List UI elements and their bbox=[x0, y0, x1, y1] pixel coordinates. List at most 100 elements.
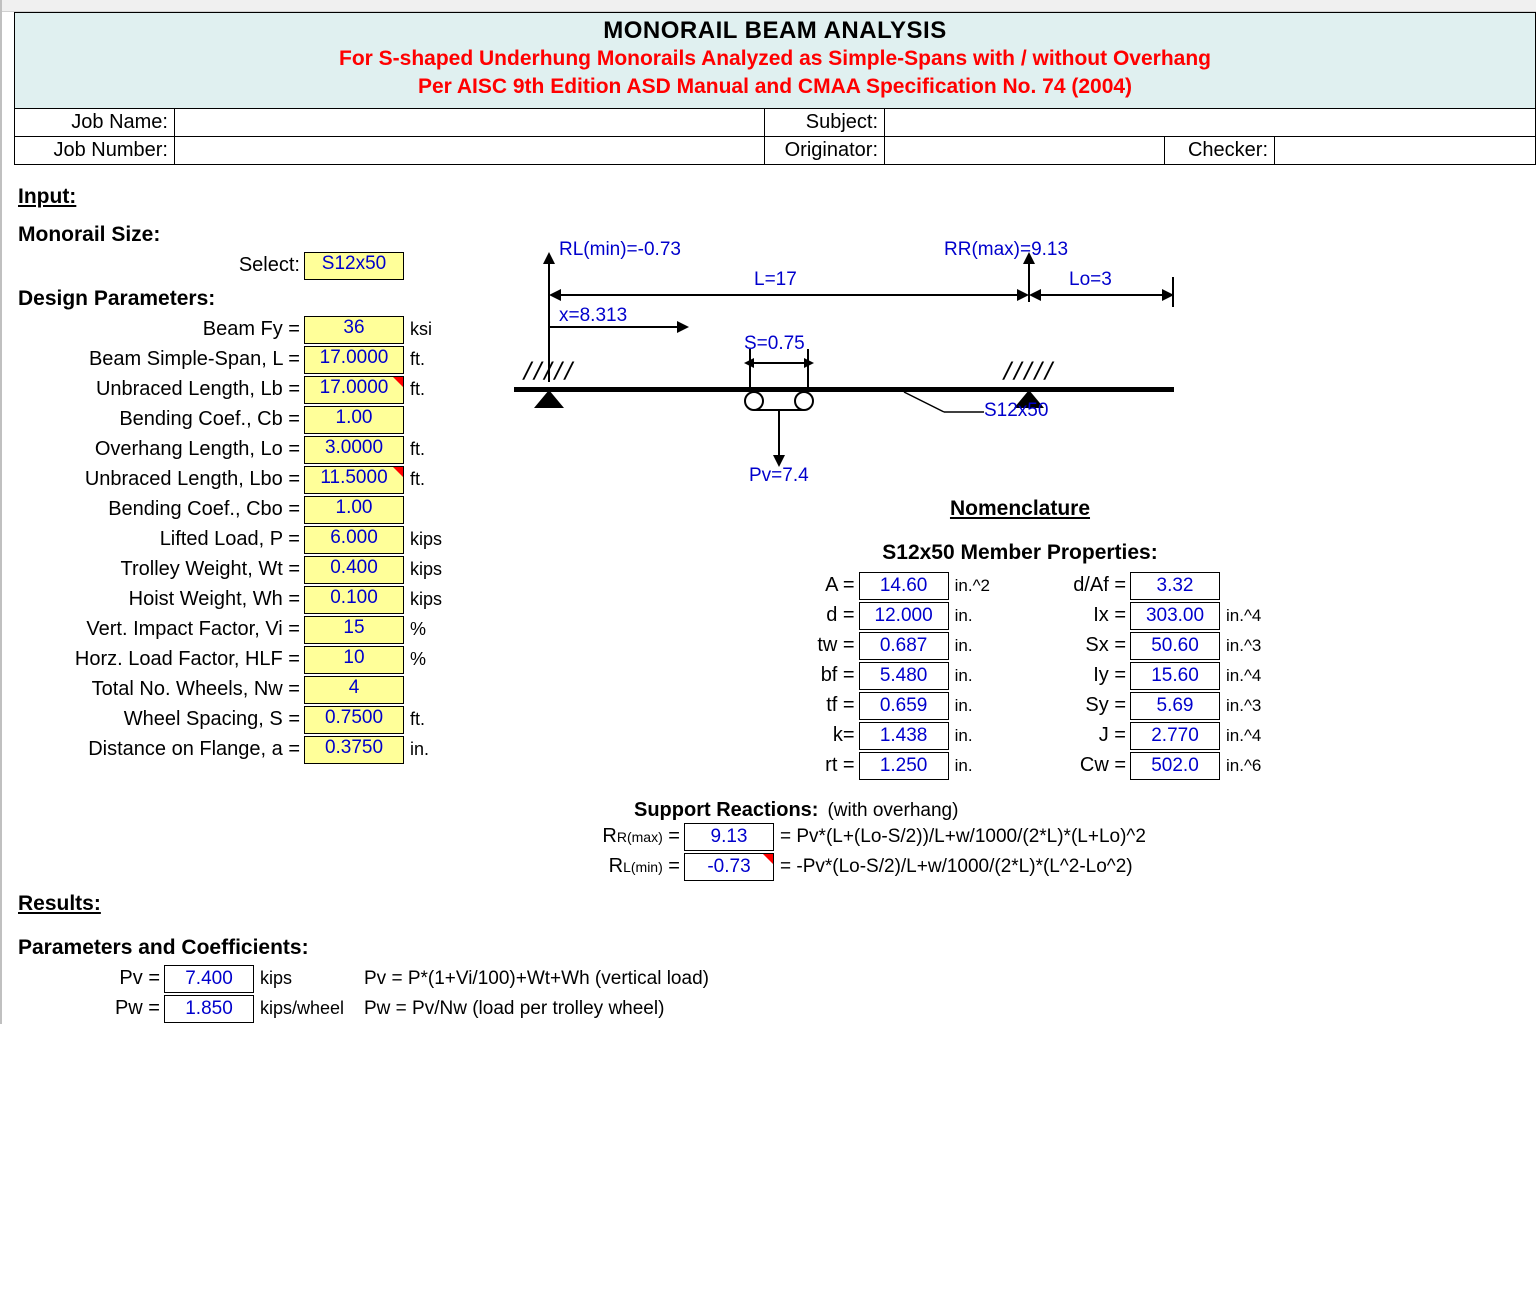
coef-row: Pv =7.400kipsPv = P*(1+Vi/100)+Wt+Wh (ve… bbox=[14, 964, 1536, 994]
param-input[interactable]: 0.400 bbox=[304, 556, 404, 584]
job-name-value[interactable] bbox=[175, 109, 765, 136]
param-unit: ft. bbox=[404, 469, 425, 490]
title-block: MONORAIL BEAM ANALYSIS For S-shaped Unde… bbox=[14, 12, 1536, 109]
coef-label: Pw = bbox=[14, 997, 164, 1020]
prop-unit: in.^4 bbox=[1220, 726, 1261, 746]
prop-value[interactable]: 5.69 bbox=[1130, 692, 1220, 720]
info-row-2: Job Number: Originator: Checker: bbox=[14, 137, 1536, 165]
param-unit: % bbox=[404, 649, 426, 670]
spreadsheet-ruler bbox=[2, 0, 1536, 12]
param-row: Distance on Flange, a =0.3750in. bbox=[14, 735, 494, 765]
prop-value[interactable]: 0.659 bbox=[859, 692, 949, 720]
param-input[interactable]: 17.0000 bbox=[304, 376, 404, 404]
param-input[interactable]: 1.00 bbox=[304, 406, 404, 434]
param-label: Unbraced Length, Lbo = bbox=[14, 468, 304, 491]
prop-value[interactable]: 502.0 bbox=[1130, 752, 1220, 780]
x-tick bbox=[548, 302, 550, 382]
param-input[interactable]: 0.3750 bbox=[304, 736, 404, 764]
prop-unit: in. bbox=[949, 756, 973, 776]
reaction-value[interactable]: -0.73 bbox=[684, 853, 774, 881]
param-label: Horz. Load Factor, HLF = bbox=[14, 648, 304, 671]
reaction-formula: = Pv*(L+(Lo-S/2))/L+w/1000/(2*L)*(L+Lo)^… bbox=[774, 826, 1146, 848]
param-input[interactable]: 10 bbox=[304, 646, 404, 674]
prop-value[interactable]: 15.60 bbox=[1130, 662, 1220, 690]
param-row: Bending Coef., Cb =1.00 bbox=[14, 405, 494, 435]
prop-unit: in. bbox=[949, 636, 973, 656]
param-label: Lifted Load, P = bbox=[14, 528, 304, 551]
diagram-x: x=8.313 bbox=[559, 305, 627, 327]
param-input[interactable]: 15 bbox=[304, 616, 404, 644]
param-row: Lifted Load, P =6.000kips bbox=[14, 525, 494, 555]
param-unit: kips bbox=[404, 559, 442, 580]
job-number-value[interactable] bbox=[175, 137, 765, 164]
coef-value[interactable]: 7.400 bbox=[164, 965, 254, 993]
prop-value[interactable]: 1.250 bbox=[859, 752, 949, 780]
diagram-rlmin: RL(min)=-0.73 bbox=[559, 239, 681, 261]
subject-value[interactable] bbox=[885, 109, 1535, 136]
title-sub2: Per AISC 9th Edition ASD Manual and CMAA… bbox=[15, 73, 1535, 101]
title-sub1: For S-shaped Underhung Monorails Analyze… bbox=[15, 45, 1535, 73]
param-row: Total No. Wheels, Nw =4 bbox=[14, 675, 494, 705]
prop-label: Cw = bbox=[1050, 754, 1130, 777]
diagram-l: L=17 bbox=[754, 269, 797, 291]
param-label: Hoist Weight, Wh = bbox=[14, 588, 304, 611]
originator-value[interactable] bbox=[885, 137, 1165, 164]
checker-label: Checker: bbox=[1165, 137, 1275, 164]
prop-unit: in.^3 bbox=[1220, 636, 1261, 656]
coef-unit: kips bbox=[254, 968, 364, 989]
member-props: A =14.60in.^2d =12.000in.tw =0.687in.bf … bbox=[504, 571, 1536, 781]
prop-value[interactable]: 0.687 bbox=[859, 632, 949, 660]
prop-value[interactable]: 303.00 bbox=[1130, 602, 1220, 630]
beam-line bbox=[514, 387, 1174, 392]
param-label: Distance on Flange, a = bbox=[14, 738, 304, 761]
prop-value[interactable]: 3.32 bbox=[1130, 572, 1220, 600]
param-row: Vert. Impact Factor, Vi =15% bbox=[14, 615, 494, 645]
prop-label: A = bbox=[779, 574, 859, 597]
originator-label: Originator: bbox=[765, 137, 885, 164]
coef-formula: Pv = P*(1+Vi/100)+Wt+Wh (vertical load) bbox=[364, 968, 709, 990]
checker-value[interactable] bbox=[1275, 137, 1535, 164]
prop-label: tw = bbox=[779, 634, 859, 657]
param-unit: kips bbox=[404, 589, 442, 610]
coef-value[interactable]: 1.850 bbox=[164, 995, 254, 1023]
param-input[interactable]: 0.100 bbox=[304, 586, 404, 614]
prop-value[interactable]: 5.480 bbox=[859, 662, 949, 690]
param-row: Beam Simple-Span, L =17.0000ft. bbox=[14, 345, 494, 375]
param-label: Beam Fy = bbox=[14, 318, 304, 341]
param-unit: % bbox=[404, 619, 426, 640]
select-monorail[interactable]: S12x50 bbox=[304, 252, 404, 280]
param-unit: ft. bbox=[404, 349, 425, 370]
param-unit: in. bbox=[404, 739, 429, 760]
lo-tick bbox=[1172, 277, 1174, 307]
reaction-value[interactable]: 9.13 bbox=[684, 823, 774, 851]
beam-diagram: ///// ///// bbox=[504, 237, 1204, 497]
reaction-label: RR(max) = bbox=[504, 825, 684, 848]
param-input[interactable]: 36 bbox=[304, 316, 404, 344]
param-input[interactable]: 4 bbox=[304, 676, 404, 704]
reaction-label: RL(min) = bbox=[504, 855, 684, 878]
param-input[interactable]: 11.5000 bbox=[304, 466, 404, 494]
prop-value[interactable]: 50.60 bbox=[1130, 632, 1220, 660]
prop-value[interactable]: 1.438 bbox=[859, 722, 949, 750]
param-input[interactable]: 17.0000 bbox=[304, 346, 404, 374]
diagram-pv: Pv=7.4 bbox=[749, 465, 809, 487]
param-row: Overhang Length, Lo =3.0000ft. bbox=[14, 435, 494, 465]
prop-value[interactable]: 14.60 bbox=[859, 572, 949, 600]
pv-arrow-icon bbox=[772, 419, 786, 467]
prop-row: tf =0.659in. bbox=[779, 691, 990, 721]
param-label: Bending Coef., Cbo = bbox=[14, 498, 304, 521]
prop-label: bf = bbox=[779, 664, 859, 687]
param-input[interactable]: 1.00 bbox=[304, 496, 404, 524]
reaction-row: RR(max) =9.13= Pv*(L+(Lo-S/2))/L+w/1000/… bbox=[504, 822, 1536, 852]
prop-label: Sx = bbox=[1050, 634, 1130, 657]
param-input[interactable]: 0.7500 bbox=[304, 706, 404, 734]
member-props-title: S12x50 Member Properties: bbox=[504, 541, 1536, 565]
prop-value[interactable]: 12.000 bbox=[859, 602, 949, 630]
param-label: Overhang Length, Lo = bbox=[14, 438, 304, 461]
param-unit: ft. bbox=[404, 709, 425, 730]
param-input[interactable]: 6.000 bbox=[304, 526, 404, 554]
param-input[interactable]: 3.0000 bbox=[304, 436, 404, 464]
member-leader-icon bbox=[904, 392, 984, 417]
prop-value[interactable]: 2.770 bbox=[1130, 722, 1220, 750]
coef-label: Pv = bbox=[14, 967, 164, 990]
